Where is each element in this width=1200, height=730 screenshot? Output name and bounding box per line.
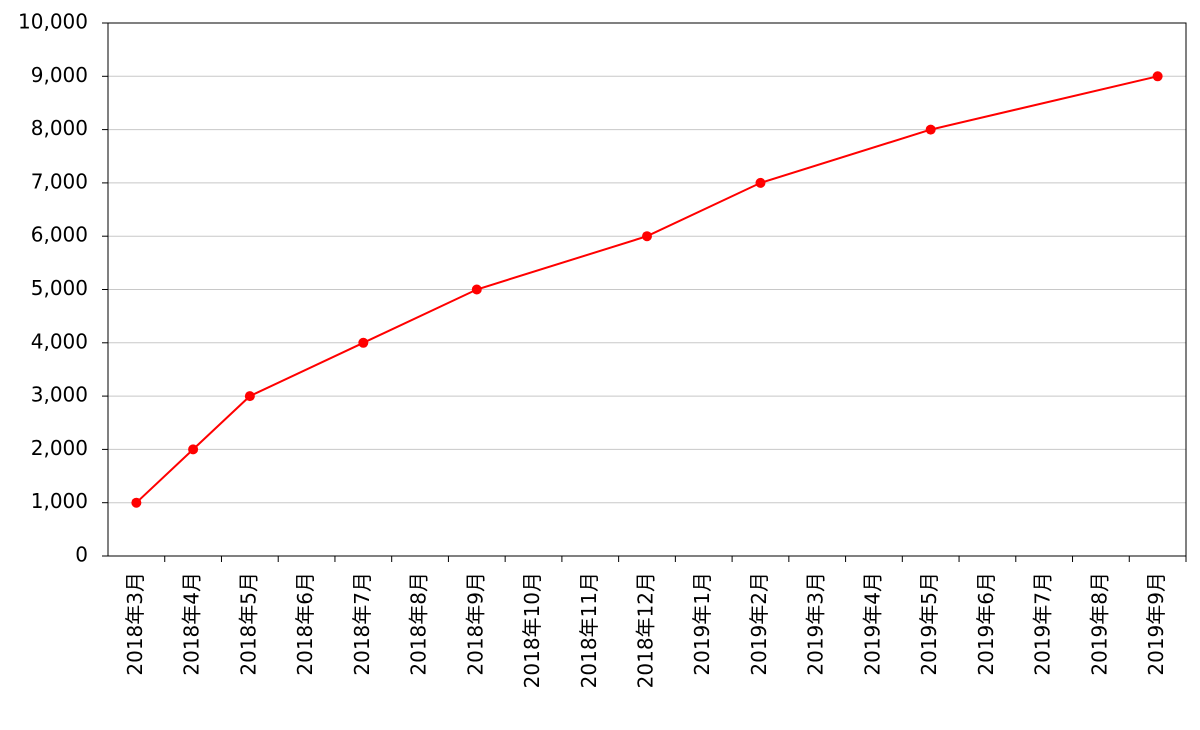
x-tick-label: 2019年4月 bbox=[860, 572, 884, 676]
x-tick-label: 2018年11月 bbox=[577, 572, 601, 688]
y-tick-label: 10,000 bbox=[18, 10, 88, 34]
y-tick-label: 1,000 bbox=[31, 489, 88, 513]
x-tick-label: 2018年4月 bbox=[180, 572, 204, 676]
x-tick-label: 2018年10月 bbox=[520, 572, 544, 688]
x-tick-label: 2019年5月 bbox=[917, 572, 941, 676]
y-tick-label: 5,000 bbox=[31, 276, 88, 300]
point bbox=[1152, 71, 1163, 82]
y-tick-label: 9,000 bbox=[31, 63, 88, 87]
point bbox=[642, 231, 652, 242]
x-tick-label: 2019年2月 bbox=[747, 572, 771, 676]
x-tick-label: 2019年7月 bbox=[1031, 572, 1055, 676]
point bbox=[188, 444, 199, 455]
y-tick-label: 4,000 bbox=[31, 329, 88, 353]
point bbox=[925, 124, 936, 135]
point bbox=[471, 284, 482, 295]
x-tick-label: 2018年8月 bbox=[407, 572, 431, 676]
x-tick-label: 2018年6月 bbox=[293, 572, 317, 676]
point bbox=[358, 337, 369, 348]
y-tick-label: 6,000 bbox=[31, 223, 88, 247]
y-tick-label: 0 bbox=[75, 543, 88, 567]
y-tick-label: 8,000 bbox=[31, 116, 88, 140]
x-tick-label: 2019年8月 bbox=[1087, 572, 1111, 676]
y-tick-label: 3,000 bbox=[31, 383, 88, 407]
x-tick-label: 2019年9月 bbox=[1144, 572, 1168, 676]
point bbox=[755, 177, 766, 188]
y-tick-label: 7,000 bbox=[31, 169, 88, 193]
x-tick-label: 2019年6月 bbox=[974, 572, 998, 676]
x-tick-label: 2018年7月 bbox=[350, 572, 374, 676]
x-tick-label: 2018年3月 bbox=[123, 572, 147, 676]
plot-frame bbox=[107, 22, 1187, 557]
x-tick-label: 2018年5月 bbox=[236, 572, 260, 676]
x-tick-label: 2019年3月 bbox=[804, 572, 828, 676]
x-tick-label: 2018年9月 bbox=[463, 572, 487, 676]
y-tick-label: 2,000 bbox=[31, 436, 88, 460]
x-tick-label: 2019年1月 bbox=[690, 572, 714, 676]
x-tick-label: 2018年12月 bbox=[634, 572, 658, 688]
point bbox=[131, 497, 142, 508]
point bbox=[244, 391, 255, 402]
